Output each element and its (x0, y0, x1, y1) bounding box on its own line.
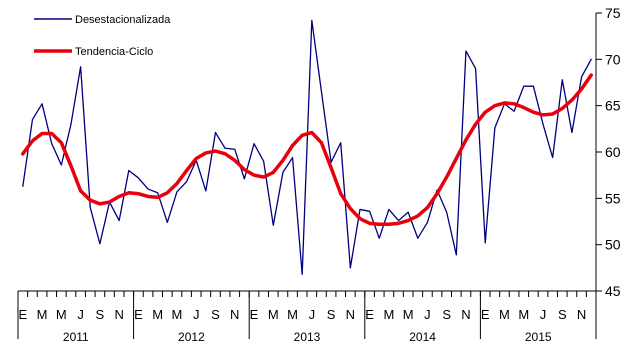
series-group (21, 19, 593, 275)
x-month-label: S (96, 307, 105, 322)
y-tick-label: 45 (605, 283, 621, 299)
x-month-label: N (114, 307, 123, 322)
x-month-label: E (481, 307, 490, 322)
x-month-label: J (309, 307, 316, 322)
x-month-label: J (193, 307, 200, 322)
y-tick-label: 55 (605, 190, 621, 206)
series-line-tendencia-ciclo (21, 73, 593, 227)
x-month-label: S (558, 307, 567, 322)
x-month-label: N (230, 307, 239, 322)
x-month-label: J (540, 307, 547, 322)
x-month-label: N (346, 307, 355, 322)
y-tick-label: 75 (605, 5, 621, 21)
legend-label-tendencia-ciclo: Tendencia-Ciclo (75, 46, 153, 58)
x-month-label: E (365, 307, 374, 322)
y-tick-label: 50 (605, 237, 621, 253)
x-year-label: 2012 (178, 330, 205, 344)
x-month-label: M (268, 307, 279, 322)
x-month-label: E (250, 307, 259, 322)
y-tick-label: 60 (605, 144, 621, 160)
x-month-label: M (287, 307, 298, 322)
x-month-label: E (18, 307, 27, 322)
legend: Desestacionalizada Tendencia-Ciclo (34, 14, 171, 58)
x-month-label: M (172, 307, 183, 322)
series-line-desestacionalizada (22, 19, 592, 275)
x-month-label: M (518, 307, 529, 322)
y-tick-label: 65 (605, 98, 621, 114)
y-tick-label: 70 (605, 51, 621, 67)
x-month-label: M (37, 307, 48, 322)
legend-label-desestacionalizada: Desestacionalizada (75, 14, 171, 26)
x-year-label: 2013 (294, 330, 321, 344)
x-month-label: J (424, 307, 431, 322)
x-month-label: E (134, 307, 143, 322)
x-month-label: J (77, 307, 84, 322)
x-month-label: M (152, 307, 163, 322)
x-month-label: M (403, 307, 414, 322)
x-month-label: M (56, 307, 67, 322)
x-month-label: S (327, 307, 336, 322)
x-month-label: S (211, 307, 220, 322)
x-month-label: M (383, 307, 394, 322)
x-year-label: 2011 (63, 330, 89, 344)
x-year-label: 2014 (409, 330, 436, 344)
x-month-label: N (461, 307, 470, 322)
x-year-label: 2015 (525, 330, 552, 344)
x-month-label: S (442, 307, 451, 322)
x-month-label: M (499, 307, 510, 322)
x-month-label: N (577, 307, 586, 322)
